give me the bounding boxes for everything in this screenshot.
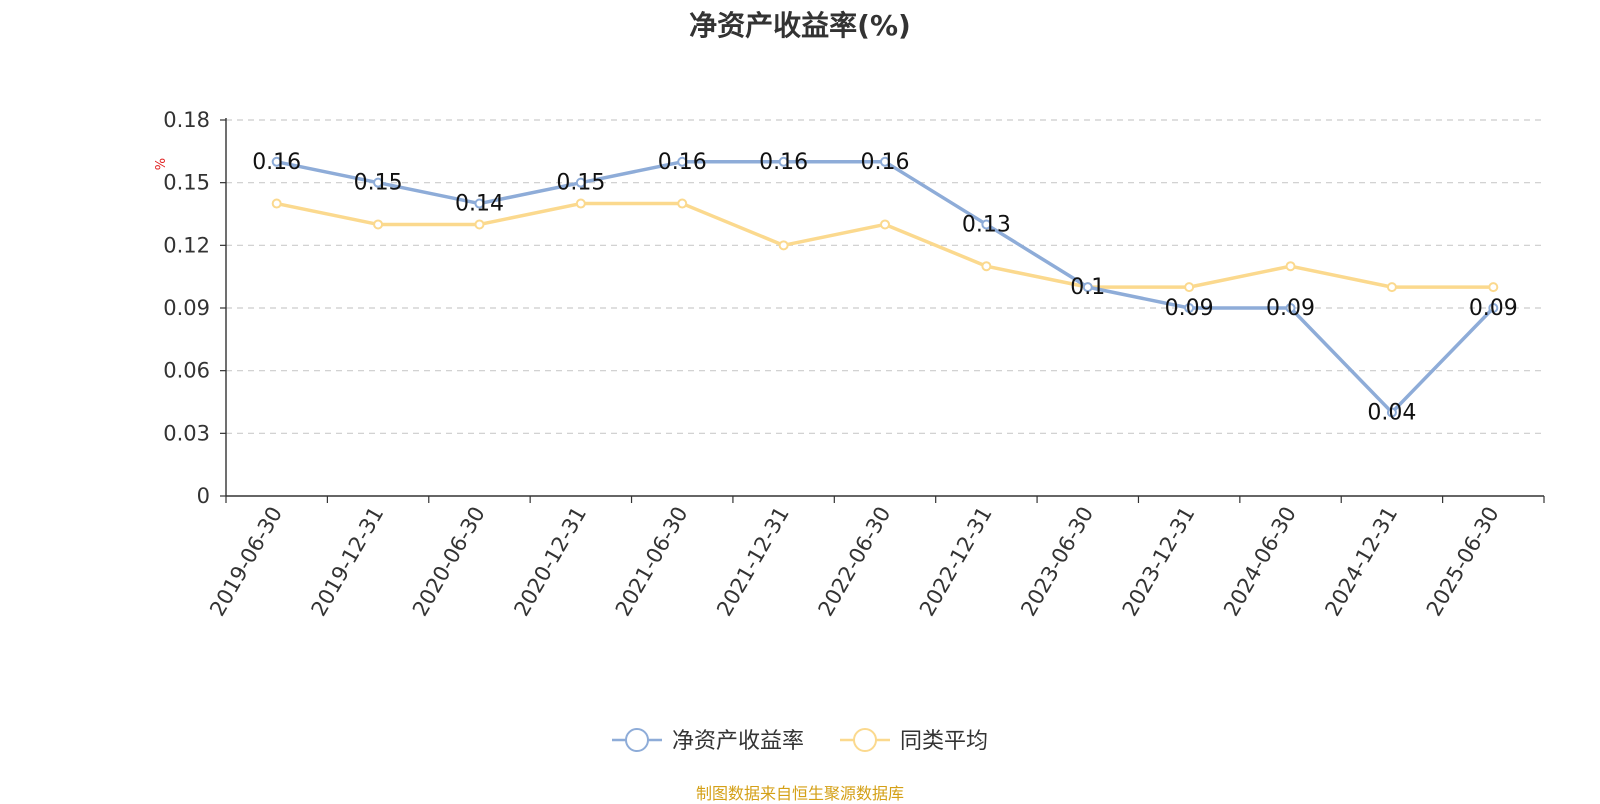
legend-label-0[interactable]: 净资产收益率 [672, 729, 804, 754]
series-1-point-3 [575, 198, 586, 209]
series-lines [271, 156, 1499, 418]
series-0-point-3 [575, 177, 586, 188]
data-source-note: 制图数据来自恒生聚源数据库 [695, 784, 904, 803]
legend-marker-0[interactable] [625, 728, 649, 752]
y-tick-label-1: 0.03 [163, 421, 210, 445]
data-label-0: 0.16 [252, 150, 301, 175]
data-label-11: 0.04 [1367, 400, 1416, 425]
y-tick-label-4: 0.12 [163, 233, 210, 257]
series-1-point-2 [474, 219, 485, 230]
legend-marker-1[interactable] [853, 728, 877, 752]
legend[interactable]: 净资产收益率 同类平均 [612, 728, 988, 754]
x-tick-label-7: 2022-12-31 [915, 503, 997, 621]
y-tick-label-3: 0.09 [163, 296, 210, 320]
legend-label-1[interactable]: 同类平均 [900, 729, 988, 754]
data-label-4: 0.16 [658, 150, 707, 175]
x-tick-label-9: 2023-12-31 [1118, 503, 1200, 621]
x-tick-label-3: 2020-12-31 [509, 503, 591, 621]
x-tick-label-10: 2024-06-30 [1219, 503, 1301, 621]
x-tick-label-6: 2022-06-30 [814, 503, 896, 621]
series-0-point-7 [981, 219, 992, 230]
series-1-point-0 [271, 198, 282, 209]
x-tick-label-5: 2021-12-31 [712, 503, 794, 621]
series-1-point-4 [677, 198, 688, 209]
series-1-point-6 [880, 219, 890, 230]
x-tick-label-2: 2020-06-30 [408, 503, 490, 621]
series-0-point-11 [1386, 407, 1397, 418]
x-tick-label-1: 2019-12-31 [307, 503, 389, 621]
series-0-point-2 [474, 198, 485, 209]
series-1-point-5 [778, 240, 789, 251]
series-1-point-10 [1285, 261, 1296, 272]
data-label-3: 0.15 [556, 171, 605, 196]
y-tick-label-0: 0 [197, 484, 210, 508]
data-label-9: 0.09 [1165, 296, 1214, 321]
data-label-10: 0.09 [1266, 296, 1315, 321]
series-0-point-0 [271, 156, 282, 167]
data-label-8: 0.1 [1070, 275, 1105, 300]
y-axis-unit-label: % [154, 158, 169, 170]
data-labels: 0.16 0.15 0.14 0.15 0.16 0.16 0.16 0.13 0.1 0.09 0… [252, 150, 1518, 426]
series-1-point-9 [1184, 282, 1195, 293]
x-tick-label-8: 2023-06-30 [1016, 503, 1098, 621]
x-tick-label-0: 2019-06-30 [205, 503, 287, 621]
data-label-6: 0.16 [861, 150, 910, 175]
x-tick-label-4: 2021-06-30 [611, 503, 693, 621]
series-0-point-5 [778, 156, 789, 167]
series-0-point-9 [1184, 303, 1195, 313]
y-tick-label-6: 0.18 [163, 108, 210, 132]
data-label-7: 0.13 [962, 212, 1011, 237]
series-0-point-6 [880, 156, 890, 167]
series-0-point-10 [1285, 303, 1296, 313]
series-1-point-7 [981, 261, 992, 272]
y-tick-label-5: 0.15 [163, 171, 210, 195]
x-tick-label-11: 2024-12-31 [1320, 503, 1402, 621]
data-label-5: 0.16 [759, 150, 808, 175]
series-1-point-12 [1488, 282, 1499, 293]
data-label-1: 0.15 [354, 171, 403, 196]
series-0-point-8 [1082, 282, 1093, 293]
series-0-point-12 [1488, 303, 1499, 313]
series-1-point-11 [1386, 282, 1397, 293]
data-label-12: 0.09 [1469, 296, 1518, 321]
series-0-point-1 [373, 177, 384, 188]
chart-title: 净资产收益率(%) [689, 9, 911, 42]
y-tick-label-2: 0.06 [163, 359, 210, 383]
data-label-2: 0.14 [455, 192, 504, 217]
series-1-point-1 [373, 219, 384, 230]
series-0-point-4 [677, 156, 688, 167]
x-tick-label-12: 2025-06-30 [1422, 503, 1504, 621]
